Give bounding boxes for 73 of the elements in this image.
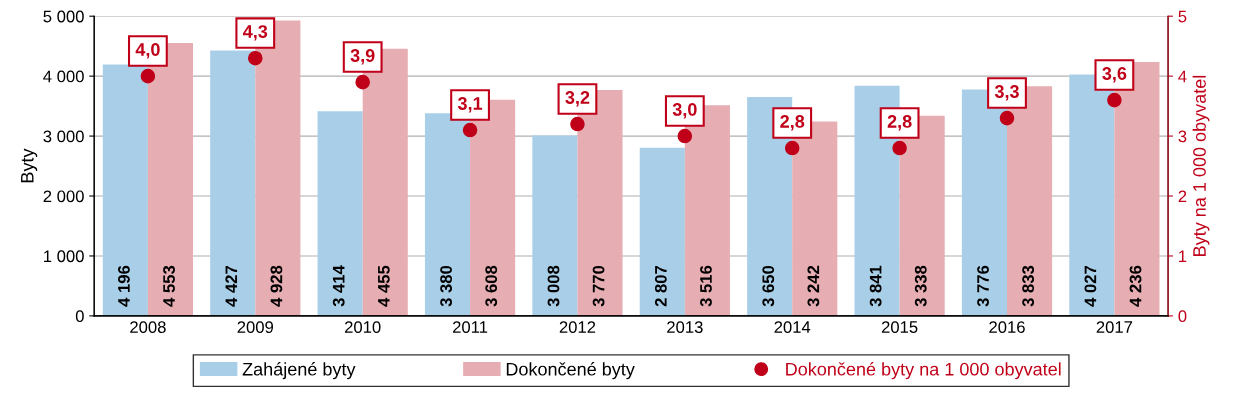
data-label: 3,9 [350,49,375,65]
data-label: 3 833 [1022,265,1035,307]
point [784,140,800,156]
data-label: 3 414 [332,265,345,307]
bar [317,111,363,316]
point [140,68,156,84]
data-label: 4 027 [1084,265,1097,307]
data-label: 3 608 [485,265,498,307]
data-label: 3 008 [547,265,560,307]
y2-tick-label: 4 [1178,70,1187,83]
y2-tick-label: 1 [1179,250,1187,262]
legend-label: Dokončené byty na 1 000 obyvatel [786,362,1061,380]
data-label: 3,0 [672,103,697,119]
y2-tick-label: 3 [1178,130,1187,143]
data-label: 3 242 [807,265,820,307]
x-tick-label: 2010 [344,321,381,333]
data-label: 3 516 [700,265,712,307]
data-label: 3,3 [994,85,1019,101]
legend-label: Dokončené byty [506,362,635,380]
data-label: 3 841 [869,265,882,307]
y-tick-label: 1 000 [44,250,84,263]
point [892,140,907,156]
data-label: 4 196 [118,265,130,307]
x-tick-label: 2008 [130,321,166,333]
x-tick-label: 2009 [237,321,274,333]
bar [102,64,148,316]
bar [532,135,578,316]
data-label: 3 776 [977,265,989,307]
y2-axis-title: Byty na 1 000 obyvatel [1192,75,1210,256]
x-tick-label: 2014 [774,321,811,333]
point [1107,92,1122,108]
point [677,128,693,144]
data-label: 4,3 [243,25,268,41]
data-label: 4 236 [1129,265,1142,307]
bar [210,50,256,316]
y-tick-label: 0 [75,310,84,323]
y-axis-title: Byty [21,148,38,183]
y-tick-label: 4 000 [43,70,84,83]
data-label: 3,6 [1102,67,1127,83]
data-label: 4 455 [378,265,390,307]
data-label: 4 928 [270,265,283,307]
data-label: 2,8 [887,115,912,131]
point [462,122,478,138]
y2-tick-label: 2 [1178,190,1187,203]
legend-label: Zahájené byty [242,362,356,380]
data-label: 3 338 [914,265,927,307]
data-label: 4,0 [135,43,160,59]
data-label: 4 553 [163,265,175,307]
point [999,110,1015,126]
x-tick-label: 2013 [667,321,703,333]
bar [639,147,685,316]
x-tick-label: 2012 [559,321,596,333]
point [247,50,263,66]
y-tick-label: 5 000 [43,10,84,23]
data-label: 2 807 [654,265,667,307]
data-label: 3,1 [457,97,483,113]
data-label: 3,2 [565,91,590,107]
point [355,74,370,90]
bar [424,113,471,316]
data-label: 3 770 [592,265,605,307]
data-label: 2,8 [780,115,805,131]
x-tick-label: 2016 [989,321,1025,333]
y2-tick-label: 5 [1178,10,1187,23]
y2-tick-label: 0 [1178,310,1187,323]
y-tick-label: 3 000 [43,130,84,143]
y-tick-label: 2 000 [43,190,84,203]
point [570,116,585,132]
x-tick-label: 2017 [1096,321,1133,333]
x-tick-label: 2015 [881,321,918,333]
data-label: 3 650 [762,265,775,307]
x-tick-label: 2011 [452,321,488,333]
data-label: 3 380 [440,265,452,307]
data-label: 4 427 [225,265,238,307]
